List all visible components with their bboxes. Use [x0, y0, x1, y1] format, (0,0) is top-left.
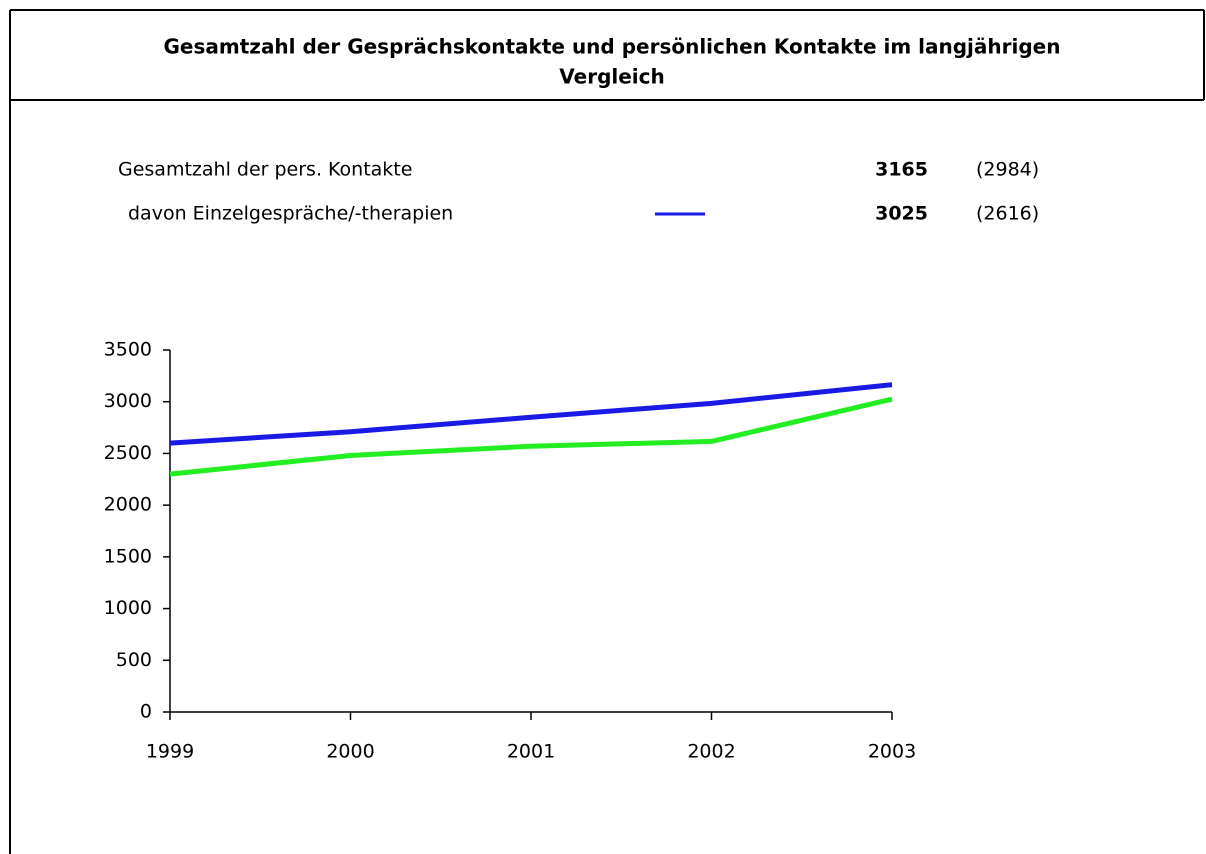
- legend-total: 3165: [875, 159, 928, 181]
- series-line: [169, 382, 893, 446]
- x-tick-label: 2000: [326, 741, 374, 763]
- y-tick-label: 3000: [104, 390, 152, 412]
- legend-total: 3025: [875, 203, 928, 225]
- chart-subtitle: Vergleich: [559, 65, 665, 89]
- chart-title: Gesamtzahl der Gesprächskontakte und per…: [164, 35, 1061, 59]
- x-tick-label: 2002: [687, 741, 735, 763]
- series-line: [169, 396, 893, 477]
- y-tick-label: 0: [140, 701, 152, 723]
- x-tick-label: 1999: [146, 741, 194, 763]
- legend-previous: (2984): [976, 159, 1039, 181]
- legend-label: Gesamtzahl der pers. Kontakte: [118, 159, 412, 181]
- x-tick-label: 2003: [868, 741, 916, 763]
- y-tick-label: 3500: [104, 339, 152, 361]
- y-tick-label: 500: [116, 649, 152, 671]
- y-tick-label: 2500: [104, 442, 152, 464]
- y-tick-label: 1000: [104, 597, 152, 619]
- y-tick-label: 1500: [104, 545, 152, 567]
- legend-label: davon Einzelgespräche/-therapien: [128, 203, 453, 225]
- y-tick-label: 2000: [104, 494, 152, 516]
- x-tick-label: 2001: [507, 741, 555, 763]
- legend-previous: (2616): [976, 203, 1039, 225]
